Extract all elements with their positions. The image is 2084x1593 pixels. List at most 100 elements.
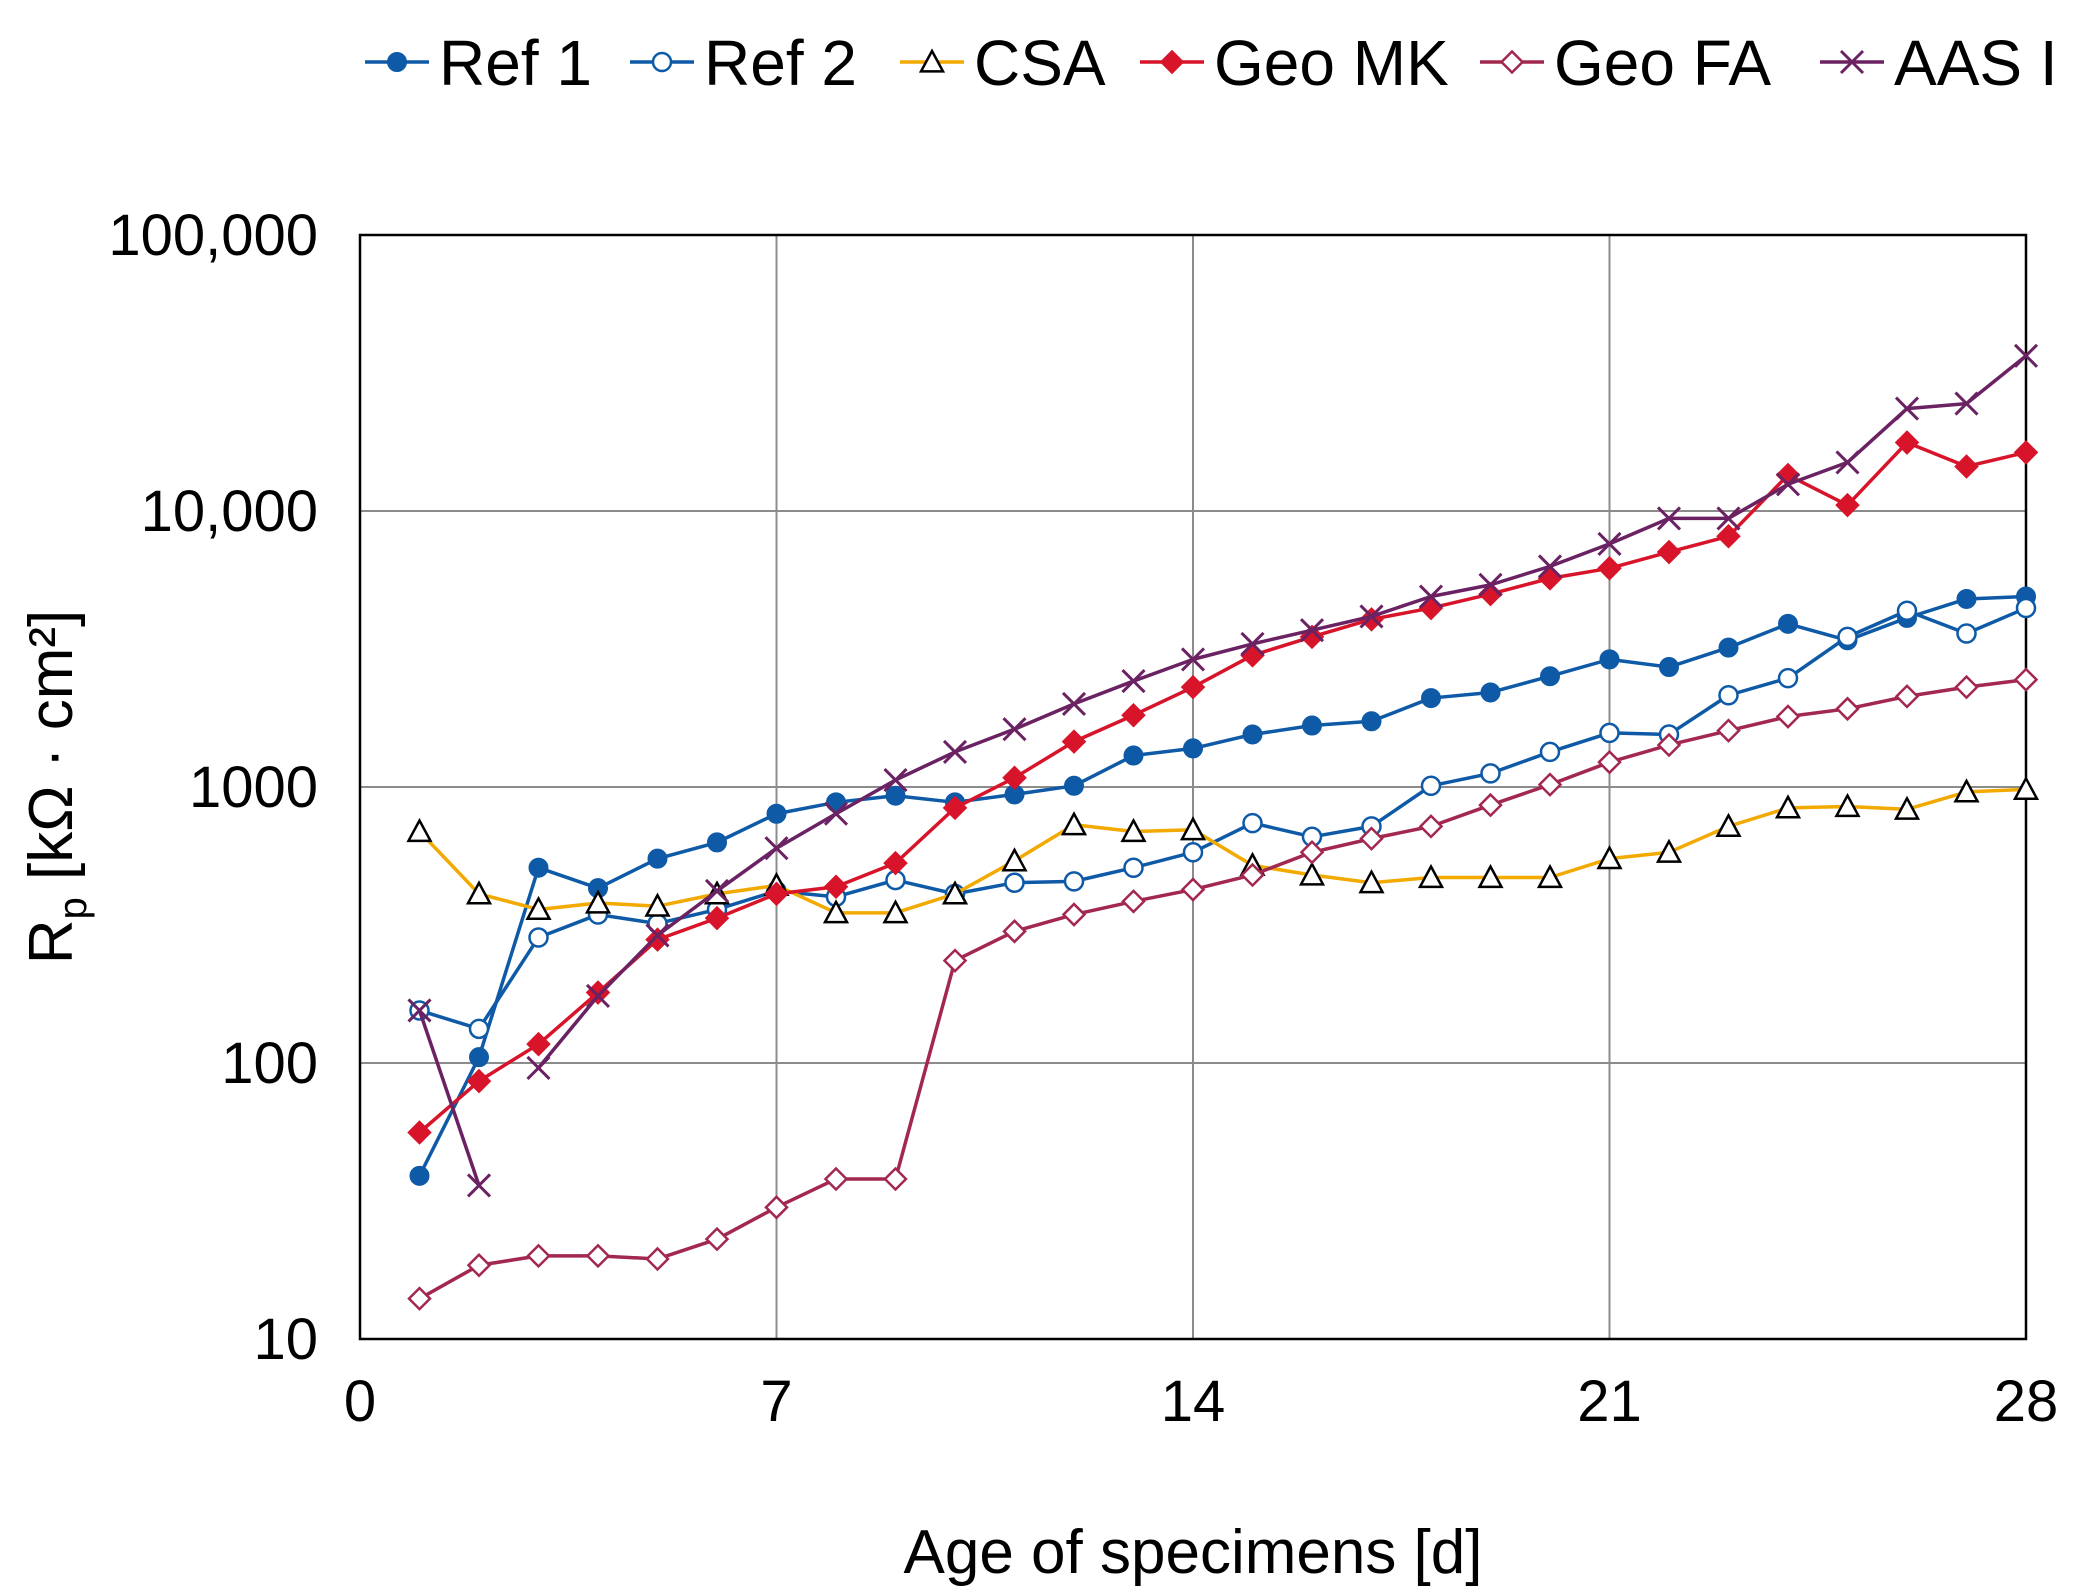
data-point bbox=[1954, 674, 1979, 700]
data-point bbox=[1180, 877, 1206, 902]
series-layer bbox=[406, 343, 2040, 1311]
data-point bbox=[1240, 862, 1265, 888]
data-point bbox=[764, 1195, 789, 1220]
data-point bbox=[885, 785, 906, 806]
data-point bbox=[1954, 454, 1979, 479]
legend-label: Geo FA bbox=[1554, 27, 1771, 99]
data-point bbox=[1180, 647, 1206, 672]
data-point bbox=[1894, 430, 1920, 455]
data-point bbox=[1894, 396, 1920, 421]
data-point bbox=[1537, 772, 1563, 797]
series-line bbox=[418, 677, 2027, 1301]
legend-item: Ref 2 bbox=[630, 27, 857, 99]
data-point bbox=[1299, 840, 1325, 865]
data-point bbox=[1121, 702, 1146, 728]
data-point bbox=[407, 998, 432, 1023]
data-point bbox=[1242, 812, 1263, 834]
data-point bbox=[2013, 343, 2039, 368]
data-point bbox=[764, 836, 789, 861]
data-point bbox=[1417, 863, 1445, 889]
data-point bbox=[1242, 724, 1263, 745]
data-point bbox=[1954, 391, 1979, 416]
data-point bbox=[1537, 554, 1563, 579]
data-point bbox=[1061, 902, 1087, 927]
x-axis-tick-labels: 0 7 14 21 28 bbox=[344, 1369, 2058, 1434]
y-axis-title-unit: [kΩ · cm²] bbox=[17, 610, 86, 897]
data-point bbox=[526, 1031, 551, 1057]
data-point bbox=[1358, 869, 1385, 894]
legend-label: AAS I bbox=[1894, 27, 2058, 99]
data-point bbox=[585, 983, 611, 1008]
data-point bbox=[1421, 688, 1441, 709]
data-point bbox=[1596, 845, 1623, 870]
x-tick-label: 7 bbox=[760, 1369, 792, 1434]
data-point bbox=[764, 881, 789, 907]
legend-label: Ref 1 bbox=[439, 27, 592, 99]
data-point bbox=[645, 1246, 670, 1272]
data-point bbox=[1774, 794, 1802, 819]
data-point bbox=[406, 817, 433, 843]
y-tick-label: 100,000 bbox=[108, 203, 318, 268]
data-point bbox=[941, 880, 969, 905]
data-point bbox=[2012, 775, 2040, 801]
data-point bbox=[645, 923, 670, 948]
x-tick-label: 0 bbox=[344, 1369, 376, 1434]
data-point bbox=[1240, 631, 1265, 656]
data-point bbox=[585, 1243, 611, 1269]
y-tick-label: 100 bbox=[221, 1031, 318, 1096]
data-point bbox=[528, 857, 549, 878]
data-point bbox=[1302, 715, 1322, 736]
data-point bbox=[1120, 817, 1147, 843]
data-point bbox=[1834, 792, 1861, 818]
data-point bbox=[466, 1252, 492, 1278]
data-point bbox=[704, 878, 730, 904]
data-point bbox=[1536, 863, 1564, 889]
x-tick-label: 28 bbox=[1994, 1369, 2059, 1434]
data-point bbox=[1420, 775, 1442, 797]
data-point bbox=[1894, 684, 1920, 709]
data-point bbox=[1183, 738, 1203, 759]
data-point bbox=[528, 927, 549, 948]
data-point bbox=[1953, 778, 1980, 803]
data-point bbox=[822, 899, 850, 924]
y-axis-title-subscript: p bbox=[51, 897, 95, 919]
data-point bbox=[1182, 842, 1204, 863]
x-axis-title: Age of specimens [d] bbox=[904, 1518, 1483, 1587]
data-point bbox=[1480, 682, 1501, 703]
data-point bbox=[1240, 643, 1265, 668]
series-geo-mk bbox=[407, 430, 2039, 1145]
data-point bbox=[883, 850, 908, 876]
data-point bbox=[883, 767, 908, 793]
data-point bbox=[1597, 749, 1622, 775]
data-point bbox=[1064, 775, 1084, 796]
data-point bbox=[1359, 604, 1384, 629]
data-point bbox=[1775, 472, 1801, 497]
data-point bbox=[1121, 889, 1146, 914]
data-point bbox=[1002, 717, 1027, 742]
data-point bbox=[2013, 440, 2039, 465]
data-point bbox=[1656, 732, 1682, 758]
data-point bbox=[1597, 531, 1622, 556]
data-point bbox=[823, 874, 849, 900]
data-point bbox=[1716, 523, 1741, 549]
legend-item: AAS I bbox=[1820, 27, 2058, 99]
data-point bbox=[1896, 600, 1918, 622]
data-point bbox=[1716, 506, 1741, 531]
data-point bbox=[2015, 597, 2037, 619]
series-line bbox=[537, 354, 2028, 1070]
data-point bbox=[1121, 669, 1146, 694]
data-point bbox=[823, 1166, 849, 1192]
data-point bbox=[526, 1055, 551, 1080]
x-tick-label: 21 bbox=[1577, 1369, 1642, 1434]
data-point bbox=[823, 801, 849, 826]
data-point bbox=[1123, 745, 1144, 766]
data-point bbox=[1180, 674, 1206, 700]
series-aas-i bbox=[407, 343, 2039, 1198]
data-point bbox=[1956, 623, 1977, 644]
data-point bbox=[766, 803, 787, 824]
data-point bbox=[1597, 556, 1622, 581]
data-point bbox=[1061, 691, 1087, 716]
legend-item: Ref 1 bbox=[365, 27, 592, 99]
data-point bbox=[1299, 618, 1325, 643]
